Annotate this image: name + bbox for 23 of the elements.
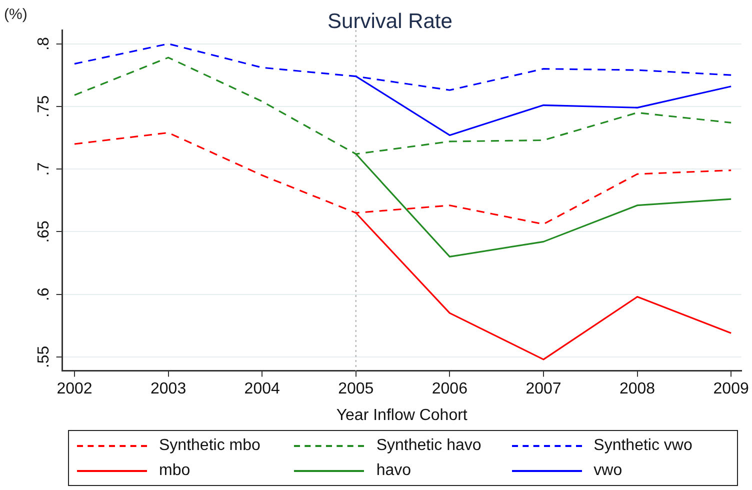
chart-title: Survival Rate	[326, 10, 454, 34]
x-tick-label: 2005	[338, 380, 374, 398]
y-tick-label: .55	[36, 346, 53, 368]
y-tick-label: .7	[36, 162, 53, 176]
y-axis-title: (%)	[4, 6, 28, 23]
y-tick-label: .75	[36, 95, 53, 118]
legend-label: Synthetic havo	[376, 436, 482, 454]
x-tick-label: 2009	[713, 380, 749, 398]
x-tick-label: 2004	[244, 380, 280, 398]
legend-label: havo	[376, 462, 412, 480]
y-tick-label: .8	[36, 37, 53, 50]
y-tick-label: .65	[36, 220, 53, 243]
x-tick-label: 2008	[619, 380, 656, 398]
legend-label: Synthetic vwo	[594, 436, 692, 454]
x-tick-label: 2002	[56, 380, 92, 398]
legend-label: mbo	[159, 462, 190, 480]
x-tick-label: 2003	[150, 380, 186, 398]
x-tick-label: 2006	[432, 380, 468, 398]
x-tick-label: 2007	[526, 380, 562, 398]
legend-label: Synthetic mbo	[159, 436, 260, 454]
x-axis-title: Year Inflow Cohort	[336, 406, 468, 424]
legend-label: vwo	[594, 462, 622, 480]
y-tick-label: .6	[36, 288, 53, 301]
